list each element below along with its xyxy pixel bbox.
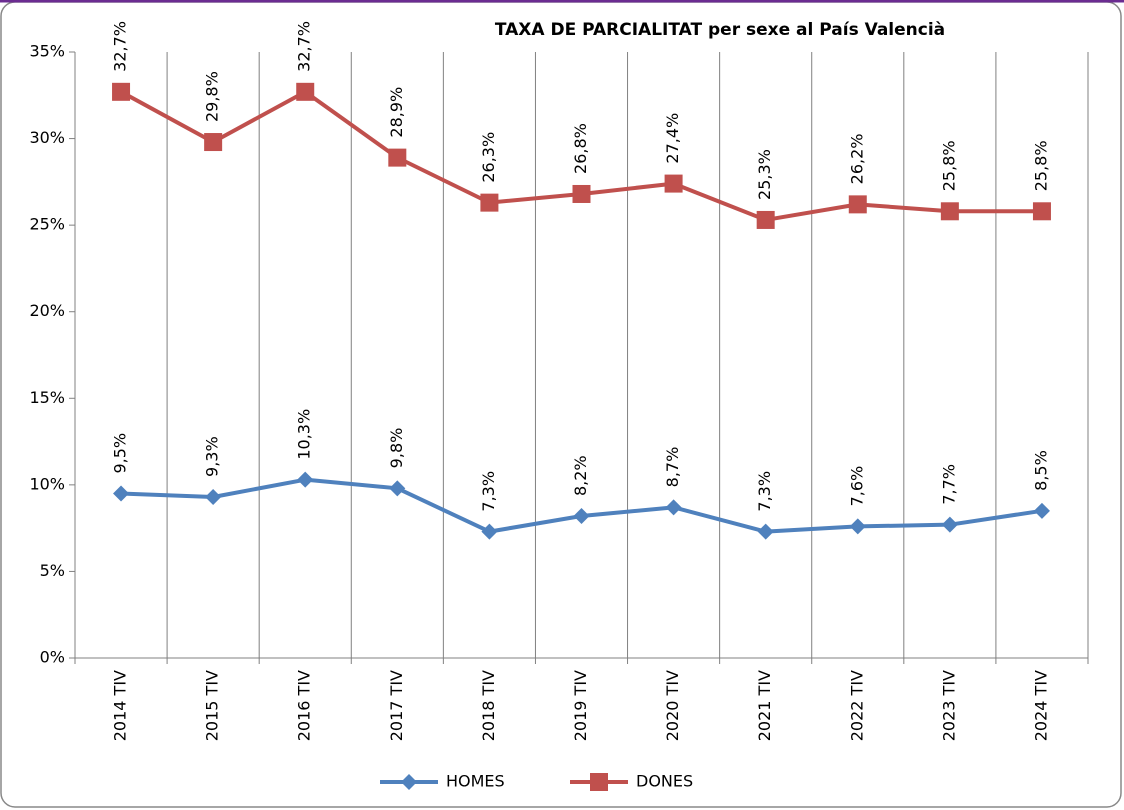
- x-tick-label: 2016 TIV: [295, 670, 314, 741]
- y-tick-label: 20%: [29, 301, 65, 320]
- marker: [573, 508, 590, 525]
- data-label: 28,9%: [387, 87, 406, 138]
- y-tick-label: 0%: [40, 648, 65, 667]
- x-tick-label: 2018 TIV: [479, 670, 498, 741]
- x-tick-label: 2019 TIV: [571, 670, 590, 741]
- marker: [664, 174, 683, 193]
- data-label: 26,8%: [571, 123, 590, 174]
- legend-label: DONES: [636, 772, 693, 791]
- marker: [401, 774, 417, 790]
- data-label: 26,3%: [479, 132, 498, 183]
- data-label: 27,4%: [663, 113, 682, 164]
- x-tick-label: 2024 TIV: [1031, 670, 1050, 741]
- marker: [665, 499, 682, 516]
- marker: [296, 82, 315, 101]
- data-label: 10,3%: [295, 409, 314, 460]
- y-tick-label: 25%: [29, 215, 65, 234]
- marker: [849, 518, 866, 535]
- marker: [1033, 502, 1050, 519]
- marker: [572, 184, 591, 203]
- x-tick-label: 2015 TIV: [203, 670, 222, 741]
- data-label: 7,7%: [939, 464, 958, 505]
- marker: [590, 773, 608, 791]
- x-tick-label: 2022 TIV: [847, 670, 866, 741]
- data-label: 29,8%: [203, 71, 222, 122]
- marker: [113, 485, 130, 502]
- x-tick-label: 2020 TIV: [663, 670, 682, 741]
- data-label: 8,7%: [663, 447, 682, 488]
- marker: [941, 516, 958, 533]
- marker: [389, 480, 406, 497]
- data-label: 9,5%: [111, 433, 130, 474]
- data-label: 32,7%: [295, 21, 314, 72]
- marker: [297, 471, 314, 488]
- marker: [940, 202, 959, 221]
- data-label: 26,2%: [847, 134, 866, 185]
- x-tick-label: 2023 TIV: [939, 670, 958, 741]
- chart-title: TAXA DE PARCIALITAT per sexe al País Val…: [495, 20, 945, 40]
- data-label: 25,8%: [939, 140, 958, 191]
- y-tick-label: 15%: [29, 388, 65, 407]
- y-tick-label: 35%: [29, 42, 65, 61]
- data-label: 32,7%: [111, 21, 130, 72]
- y-tick-label: 10%: [29, 474, 65, 493]
- data-label: 7,3%: [755, 471, 774, 512]
- marker: [756, 210, 775, 229]
- marker: [204, 133, 223, 152]
- marker: [1032, 202, 1051, 221]
- x-tick-label: 2021 TIV: [755, 670, 774, 741]
- marker: [757, 523, 774, 540]
- marker: [205, 488, 222, 505]
- x-tick-label: 2014 TIV: [111, 670, 130, 741]
- data-label: 8,5%: [1031, 450, 1050, 491]
- data-label: 7,3%: [479, 471, 498, 512]
- marker: [480, 193, 499, 212]
- data-label: 25,3%: [755, 149, 774, 200]
- marker: [112, 82, 131, 101]
- data-label: 9,8%: [387, 428, 406, 469]
- marker: [481, 523, 498, 540]
- data-label: 8,2%: [571, 455, 590, 496]
- marker: [388, 148, 407, 167]
- x-tick-label: 2017 TIV: [387, 670, 406, 741]
- data-label: 9,3%: [203, 436, 222, 477]
- marker: [848, 195, 867, 214]
- y-tick-label: 30%: [29, 128, 65, 147]
- legend-label: HOMES: [446, 772, 505, 791]
- data-label: 25,8%: [1031, 140, 1050, 191]
- y-tick-label: 5%: [40, 561, 65, 580]
- data-label: 7,6%: [847, 466, 866, 507]
